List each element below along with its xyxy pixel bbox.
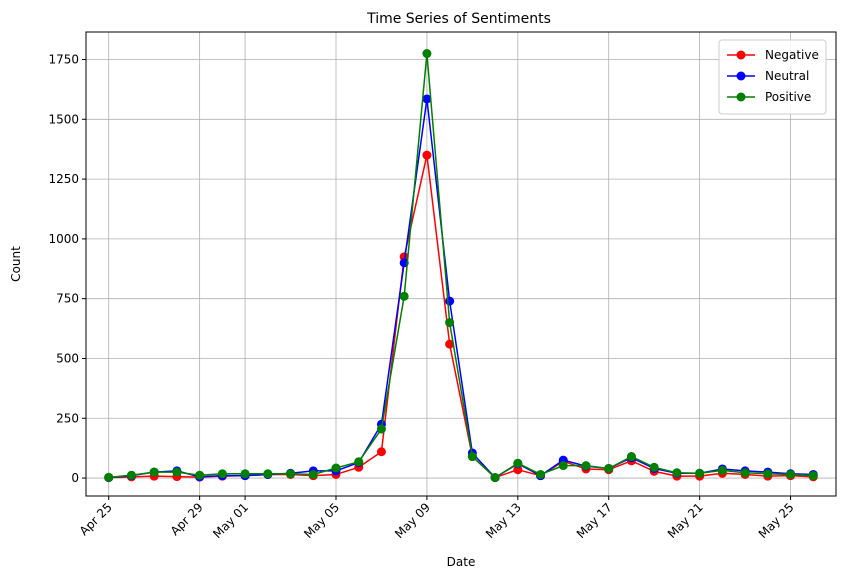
data-point-positive bbox=[149, 467, 159, 477]
data-point-positive bbox=[172, 467, 182, 477]
data-point-negative bbox=[376, 447, 386, 457]
data-point-positive bbox=[717, 465, 727, 475]
data-point-positive bbox=[354, 457, 364, 467]
grid-lines bbox=[86, 32, 836, 496]
y-tick-label: 250 bbox=[56, 411, 79, 425]
data-point-positive bbox=[695, 468, 705, 478]
legend-marker-negative bbox=[736, 50, 746, 60]
data-point-positive bbox=[558, 461, 568, 471]
y-tick-label: 750 bbox=[56, 292, 79, 306]
x-tick-label: May 13 bbox=[483, 500, 524, 541]
data-point-positive bbox=[308, 469, 318, 479]
data-point-neutral bbox=[422, 94, 432, 104]
data-point-negative bbox=[445, 339, 455, 349]
series-line-negative bbox=[108, 154, 814, 479]
x-axis-label: Date bbox=[447, 555, 476, 569]
data-point-positive bbox=[626, 452, 636, 462]
data-point-positive bbox=[672, 468, 682, 478]
data-point-positive bbox=[104, 472, 114, 482]
y-axis-label: Count bbox=[9, 246, 23, 282]
data-point-positive bbox=[808, 471, 818, 481]
x-tick-label: Apr 25 bbox=[77, 500, 115, 538]
x-tick-label: May 21 bbox=[665, 500, 706, 541]
data-point-negative bbox=[422, 150, 432, 160]
plot-frame bbox=[85, 31, 837, 497]
data-point-positive bbox=[240, 469, 250, 479]
y-tick-label: 1750 bbox=[48, 53, 79, 67]
legend-label-neutral: Neutral bbox=[765, 69, 809, 83]
x-tick-label: May 25 bbox=[756, 500, 797, 541]
legend-marker-neutral bbox=[736, 71, 746, 81]
data-point-positive bbox=[740, 468, 750, 478]
data-point-neutral bbox=[445, 296, 455, 306]
y-tick-label: 1250 bbox=[48, 172, 79, 186]
x-tick-label: May 17 bbox=[574, 500, 615, 541]
x-tick-label: May 05 bbox=[301, 500, 342, 541]
data-point-positive bbox=[126, 470, 136, 480]
data-point-positive bbox=[786, 469, 796, 479]
x-tick-label: Apr 29 bbox=[168, 500, 206, 538]
data-point-positive bbox=[422, 49, 432, 59]
data-point-positive bbox=[649, 462, 659, 472]
data-point-positive bbox=[376, 424, 386, 434]
x-tick-label: May 01 bbox=[210, 500, 251, 541]
data-point-positive bbox=[445, 318, 455, 328]
data-point-positive bbox=[399, 291, 409, 301]
legend: Negative Neutral Positive bbox=[718, 39, 827, 115]
series-line-neutral bbox=[108, 98, 814, 479]
legend-marker-positive bbox=[736, 92, 746, 102]
data-point-positive bbox=[195, 470, 205, 480]
y-tick-label: 1000 bbox=[48, 232, 79, 246]
legend-label-positive: Positive bbox=[765, 90, 811, 104]
chart-title: Time Series of Sentiments bbox=[366, 11, 551, 27]
data-point-positive bbox=[513, 458, 523, 468]
data-point-positive bbox=[581, 461, 591, 471]
y-tick-label: 500 bbox=[56, 351, 79, 365]
data-point-positive bbox=[217, 469, 227, 479]
y-tick-label: 1500 bbox=[48, 112, 79, 126]
data-point-positive bbox=[490, 473, 500, 483]
y-tick-label: 0 bbox=[71, 471, 79, 485]
data-point-positive bbox=[331, 463, 341, 473]
data-point-positive bbox=[286, 469, 296, 479]
x-tick-label: May 09 bbox=[392, 500, 433, 541]
series-layer bbox=[104, 49, 818, 483]
data-point-positive bbox=[263, 469, 273, 479]
series-line-positive bbox=[108, 52, 814, 479]
data-point-positive bbox=[604, 463, 614, 473]
data-point-positive bbox=[536, 469, 546, 479]
data-point-positive bbox=[763, 469, 773, 479]
data-point-positive bbox=[467, 452, 477, 462]
legend-box bbox=[718, 39, 827, 115]
legend-label-negative: Negative bbox=[765, 48, 819, 62]
